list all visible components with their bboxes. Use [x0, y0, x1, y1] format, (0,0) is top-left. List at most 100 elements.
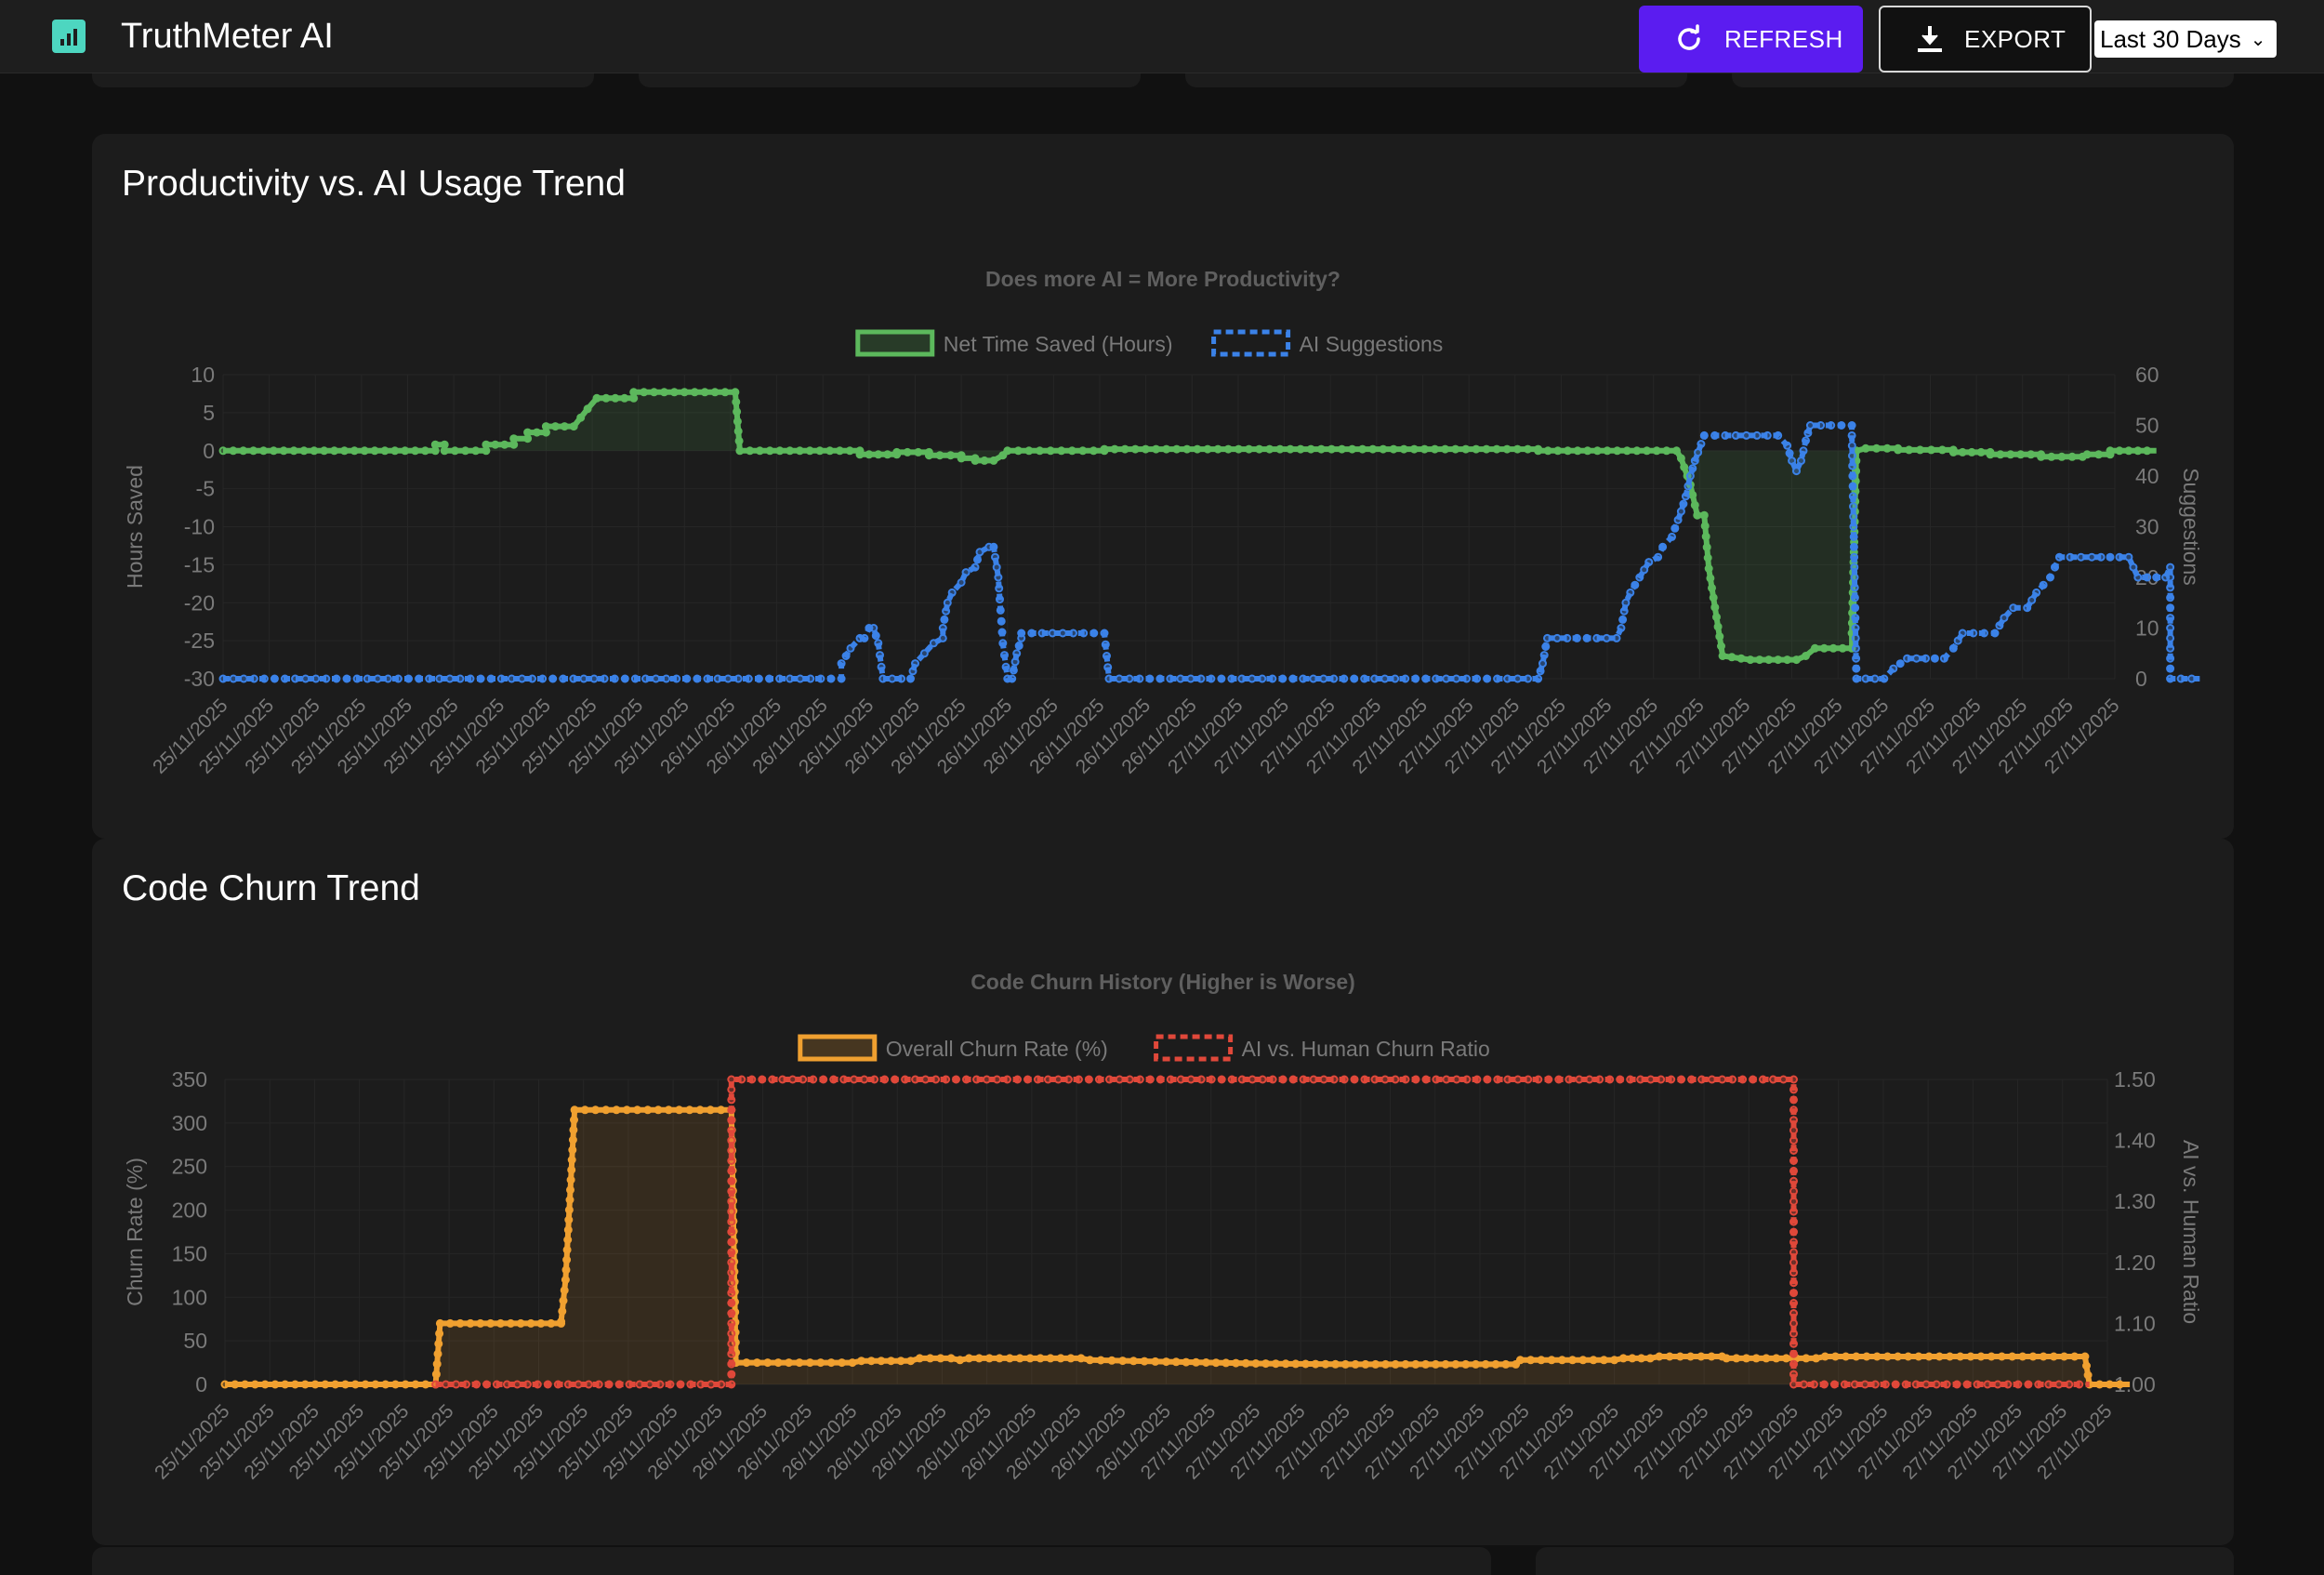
data-point	[1583, 446, 1592, 456]
data-point	[1321, 1359, 1330, 1369]
data-point	[1223, 444, 1233, 454]
data-point	[526, 1318, 535, 1328]
data-point	[269, 446, 278, 456]
data-point	[1632, 446, 1642, 456]
data-point	[956, 1356, 965, 1365]
data-point	[695, 1105, 705, 1115]
data-point	[727, 1380, 736, 1389]
data-point	[1541, 642, 1551, 651]
data-point	[2105, 1380, 2114, 1389]
data-point	[1849, 502, 1857, 511]
data-point	[1986, 450, 1995, 459]
data-point	[270, 674, 279, 683]
data-point	[1850, 573, 1859, 582]
data-point	[768, 1075, 777, 1084]
data-point	[1033, 1075, 1042, 1084]
data-point	[425, 674, 434, 683]
data-point	[507, 674, 516, 683]
series-line-1	[223, 422, 2203, 682]
data-point	[249, 446, 258, 456]
data-point	[1849, 532, 1858, 541]
data-point	[311, 674, 321, 683]
data-point	[825, 446, 835, 456]
data-point	[1578, 1356, 1588, 1365]
data-point	[1708, 1075, 1717, 1084]
data-point	[433, 1349, 442, 1358]
data-point	[2124, 446, 2133, 456]
data-point	[1851, 633, 1860, 642]
data-point	[1860, 1380, 1869, 1389]
data-point	[1672, 446, 1681, 456]
data-point	[720, 388, 730, 397]
y2-tick-label: 1.10	[2114, 1311, 2156, 1335]
data-point	[2023, 603, 2032, 613]
data-point	[1636, 1075, 1645, 1084]
data-point	[1789, 1370, 1798, 1379]
data-point	[1201, 1358, 1210, 1367]
data-point	[845, 446, 854, 456]
data-point	[2077, 552, 2086, 562]
data-point	[1380, 1075, 1390, 1084]
data-point	[1700, 522, 1710, 531]
data-point	[2176, 674, 2185, 683]
data-point	[352, 674, 362, 683]
data-point	[1063, 1075, 1073, 1084]
data-point	[1610, 1356, 1619, 1365]
data-point	[1916, 445, 1924, 455]
data-point	[496, 674, 506, 683]
data-point	[737, 1075, 746, 1084]
data-point	[1789, 1339, 1798, 1348]
data-point	[569, 1125, 578, 1134]
data-point	[1958, 629, 1967, 638]
data-point	[1789, 1157, 1798, 1165]
data-point	[533, 1380, 542, 1389]
data-point	[1166, 1075, 1175, 1084]
data-point	[727, 1217, 736, 1226]
data-point	[239, 674, 248, 683]
y-tick-label: 200	[172, 1198, 207, 1223]
data-point	[1472, 1359, 1480, 1369]
data-point	[1513, 674, 1523, 683]
churn-card-title: Code Churn Trend	[122, 868, 420, 908]
data-point	[1370, 674, 1380, 683]
data-point	[1687, 1075, 1697, 1084]
date-range-select[interactable]: Last 30 Days ⌄	[2094, 20, 2277, 58]
export-button[interactable]: EXPORT	[1879, 6, 2092, 73]
data-point	[1389, 444, 1398, 454]
data-point	[870, 1075, 879, 1084]
data-point	[1391, 674, 1400, 683]
data-point	[1749, 1075, 1758, 1084]
data-point	[340, 446, 349, 456]
data-point	[1286, 444, 1295, 454]
data-point	[2166, 593, 2175, 602]
data-point	[1819, 643, 1829, 653]
data-point	[850, 1075, 859, 1084]
data-point	[1309, 674, 1318, 683]
refresh-button[interactable]: REFRESH	[1639, 6, 1863, 73]
data-point	[996, 605, 1005, 615]
data-point	[655, 1380, 665, 1389]
data-point	[2080, 1352, 2090, 1361]
data-point	[1271, 1359, 1280, 1369]
data-point	[1789, 1166, 1798, 1175]
data-point	[1258, 1075, 1267, 1084]
data-point	[746, 446, 755, 456]
data-point	[320, 446, 329, 456]
data-point	[1789, 1126, 1798, 1135]
data-point	[727, 1299, 736, 1307]
data-point	[1849, 512, 1858, 522]
data-point	[1544, 1075, 1553, 1084]
data-point	[1937, 445, 1947, 455]
data-point	[1043, 1075, 1052, 1084]
data-point	[819, 1075, 828, 1084]
data-point	[1805, 421, 1815, 430]
data-point	[1673, 515, 1683, 524]
data-point	[442, 1380, 451, 1389]
data-point	[887, 1357, 895, 1366]
data-point	[1234, 444, 1243, 454]
data-point	[630, 674, 640, 683]
data-point	[561, 1276, 570, 1284]
y2-tick-label: 40	[2135, 464, 2159, 488]
data-point	[456, 674, 465, 683]
data-point	[957, 578, 966, 587]
